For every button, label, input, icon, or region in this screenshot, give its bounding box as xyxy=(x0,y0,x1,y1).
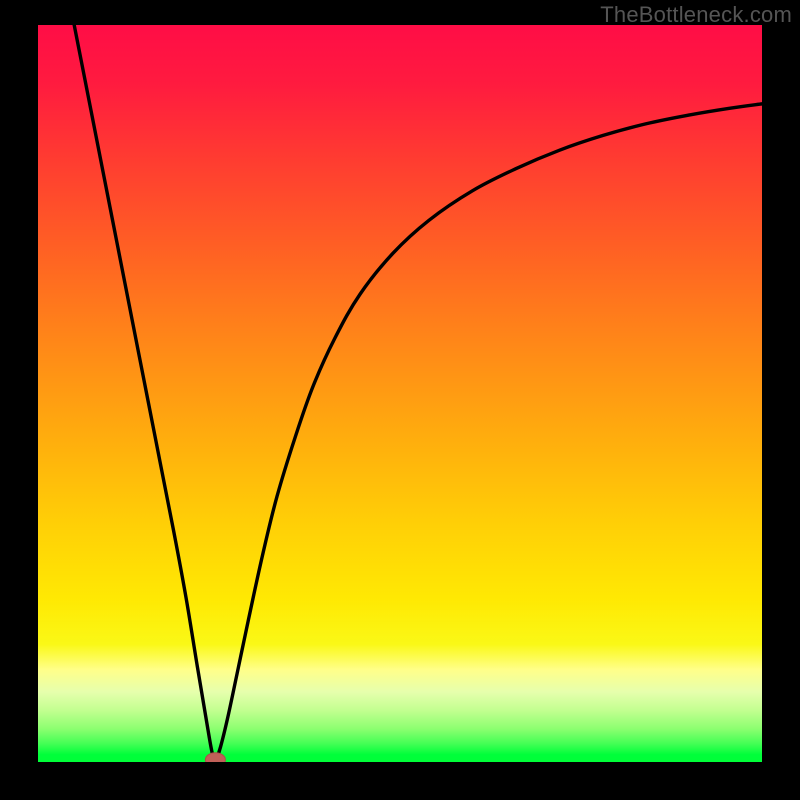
figure-root: TheBottleneck.com xyxy=(0,0,800,800)
watermark-text: TheBottleneck.com xyxy=(600,2,792,28)
bottleneck-chart-svg xyxy=(0,0,800,800)
